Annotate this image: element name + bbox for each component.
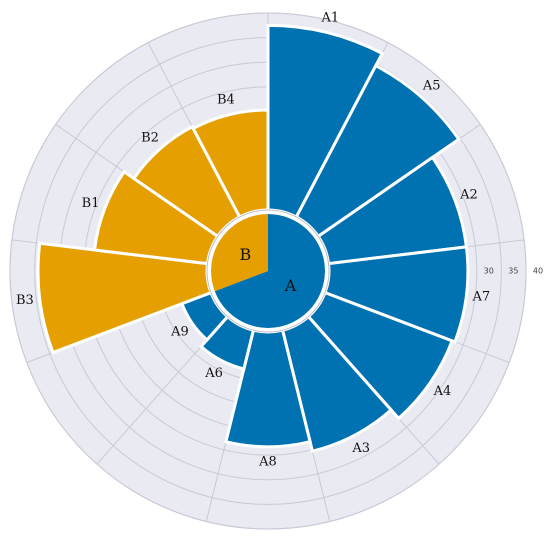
category-label: B3 [16,293,34,308]
category-label: A1 [321,10,340,25]
category-label: A6 [204,366,223,381]
category-label: A8 [258,454,277,469]
category-label: B1 [82,196,100,211]
group-label: A [284,276,297,295]
category-label: A4 [433,384,452,399]
y-tick-label: 30 [484,267,494,276]
category-label: A9 [170,324,189,339]
category-label: A5 [422,79,441,94]
y-tick-label: 35 [508,267,518,276]
group-hub [211,214,268,292]
category-label: A2 [459,187,478,202]
category-label: A3 [351,441,370,456]
group-hub [214,214,325,328]
category-label: A7 [471,289,490,304]
category-label: B2 [141,130,159,145]
hub-ring [207,210,329,332]
group-label: B [240,245,252,264]
hub-outline [206,209,330,333]
category-label: B4 [217,93,235,108]
y-tick-label: 40 [533,267,543,276]
